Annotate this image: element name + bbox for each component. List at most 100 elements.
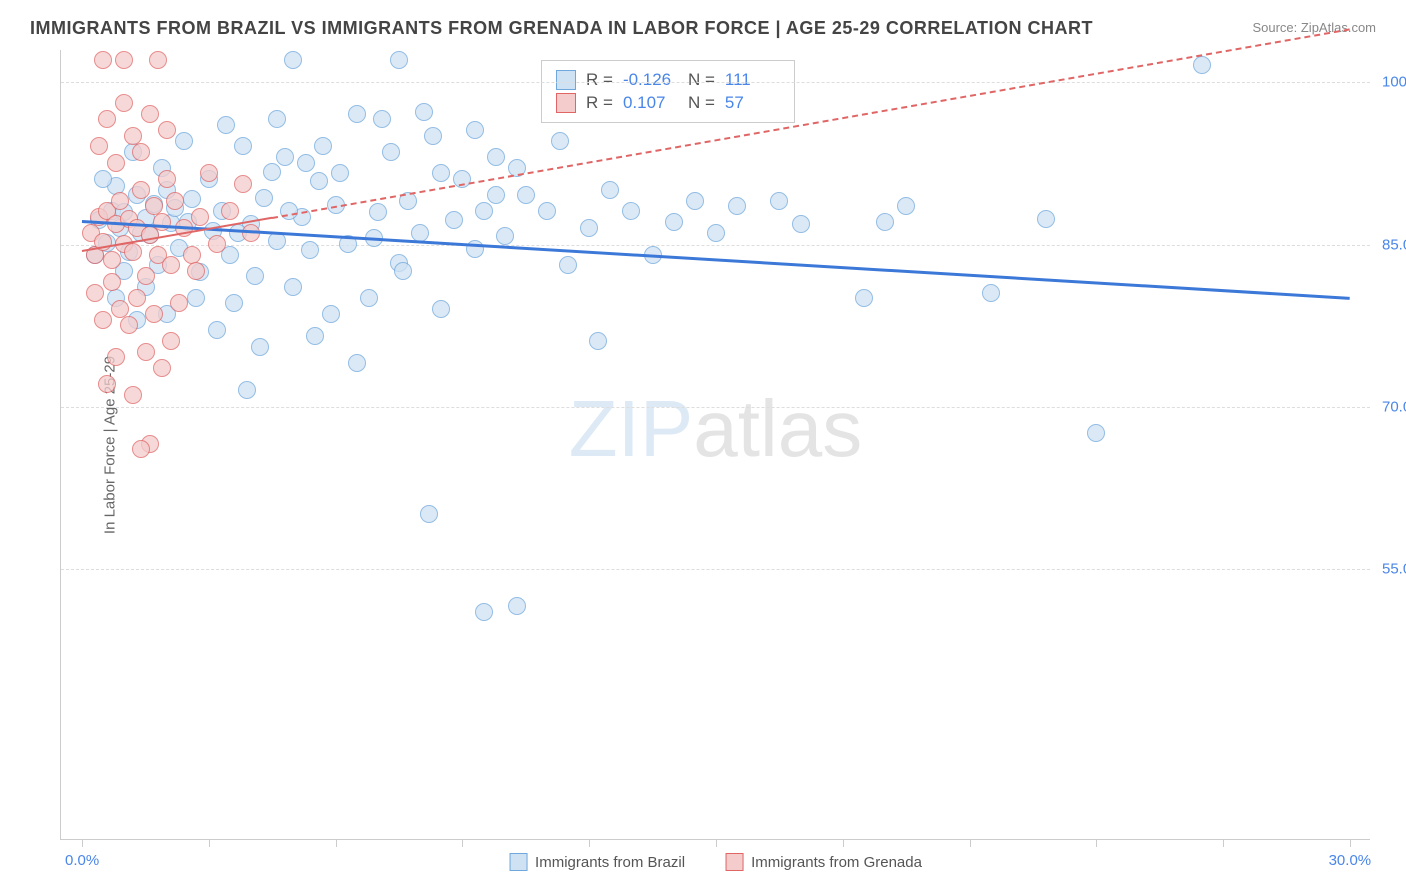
data-point <box>580 219 598 237</box>
x-tick <box>209 839 210 847</box>
data-point <box>145 197 163 215</box>
data-point <box>255 189 273 207</box>
data-point <box>686 192 704 210</box>
data-point <box>153 359 171 377</box>
data-point <box>158 170 176 188</box>
data-point <box>276 148 294 166</box>
data-point <box>98 375 116 393</box>
data-point <box>246 267 264 285</box>
data-point <box>348 105 366 123</box>
data-point <box>221 202 239 220</box>
data-point <box>183 190 201 208</box>
data-point <box>149 51 167 69</box>
data-point <box>191 208 209 226</box>
data-point <box>111 192 129 210</box>
data-point <box>208 321 226 339</box>
x-tick <box>82 839 83 847</box>
data-point <box>331 164 349 182</box>
data-point <box>559 256 577 274</box>
legend-label-brazil: Immigrants from Brazil <box>535 854 685 871</box>
data-point <box>107 348 125 366</box>
data-point <box>475 603 493 621</box>
data-point <box>162 256 180 274</box>
data-point <box>297 154 315 172</box>
data-point <box>115 94 133 112</box>
data-point <box>284 51 302 69</box>
data-point <box>424 127 442 145</box>
x-tick <box>1223 839 1224 847</box>
stats-n-grenada: 57 <box>725 93 780 113</box>
legend-item-grenada: Immigrants from Grenada <box>725 853 922 871</box>
gridline-h <box>61 245 1370 246</box>
gridline-h <box>61 82 1370 83</box>
data-point <box>111 300 129 318</box>
data-point <box>369 203 387 221</box>
data-point <box>284 278 302 296</box>
data-point <box>348 354 366 372</box>
y-tick-label: 100.0% <box>1380 74 1406 91</box>
data-point <box>1037 210 1055 228</box>
stats-r-grenada: 0.107 <box>623 93 678 113</box>
y-tick-label: 55.0% <box>1380 561 1406 578</box>
stats-box: R = -0.126 N = 111 R = 0.107 N = 57 <box>541 60 795 123</box>
data-point <box>310 172 328 190</box>
data-point <box>141 105 159 123</box>
data-point <box>225 294 243 312</box>
data-point <box>120 316 138 334</box>
data-point <box>855 289 873 307</box>
data-point <box>124 243 142 261</box>
data-point <box>770 192 788 210</box>
watermark-atlas: atlas <box>693 384 862 473</box>
data-point <box>306 327 324 345</box>
data-point <box>432 164 450 182</box>
data-point <box>251 338 269 356</box>
data-point <box>314 137 332 155</box>
stats-row-grenada: R = 0.107 N = 57 <box>556 93 780 113</box>
data-point <box>517 186 535 204</box>
data-point <box>475 202 493 220</box>
data-point <box>103 251 121 269</box>
stats-swatch-brazil <box>556 70 576 90</box>
data-point <box>373 110 391 128</box>
data-point <box>132 181 150 199</box>
x-tick <box>843 839 844 847</box>
x-tick <box>716 839 717 847</box>
data-point <box>137 267 155 285</box>
data-point <box>1087 424 1105 442</box>
data-point <box>420 505 438 523</box>
data-point <box>153 213 171 231</box>
data-point <box>94 51 112 69</box>
x-tick-label-right: 30.0% <box>1329 852 1372 869</box>
data-point <box>94 311 112 329</box>
data-point <box>94 170 112 188</box>
data-point <box>103 273 121 291</box>
data-point <box>175 132 193 150</box>
data-point <box>124 386 142 404</box>
data-point <box>86 284 104 302</box>
data-point <box>665 213 683 231</box>
data-point <box>394 262 412 280</box>
bottom-legend: Immigrants from Brazil Immigrants from G… <box>509 853 922 871</box>
data-point <box>432 300 450 318</box>
data-point <box>982 284 1000 302</box>
legend-swatch-grenada <box>725 853 743 871</box>
stats-swatch-grenada <box>556 93 576 113</box>
data-point <box>897 197 915 215</box>
data-point <box>98 110 116 128</box>
data-point <box>322 305 340 323</box>
data-point <box>728 197 746 215</box>
plot-area: In Labor Force | Age 25-29 ZIPatlas R = … <box>60 50 1370 840</box>
data-point <box>128 289 146 307</box>
data-point <box>280 202 298 220</box>
data-point <box>360 289 378 307</box>
data-point <box>601 181 619 199</box>
gridline-h <box>61 569 1370 570</box>
data-point <box>137 343 155 361</box>
data-point <box>792 215 810 233</box>
stats-n-brazil: 111 <box>725 70 780 90</box>
data-point <box>234 137 252 155</box>
legend-item-brazil: Immigrants from Brazil <box>509 853 685 871</box>
x-tick <box>1350 839 1351 847</box>
stats-r-brazil: -0.126 <box>623 70 678 90</box>
x-tick <box>1096 839 1097 847</box>
